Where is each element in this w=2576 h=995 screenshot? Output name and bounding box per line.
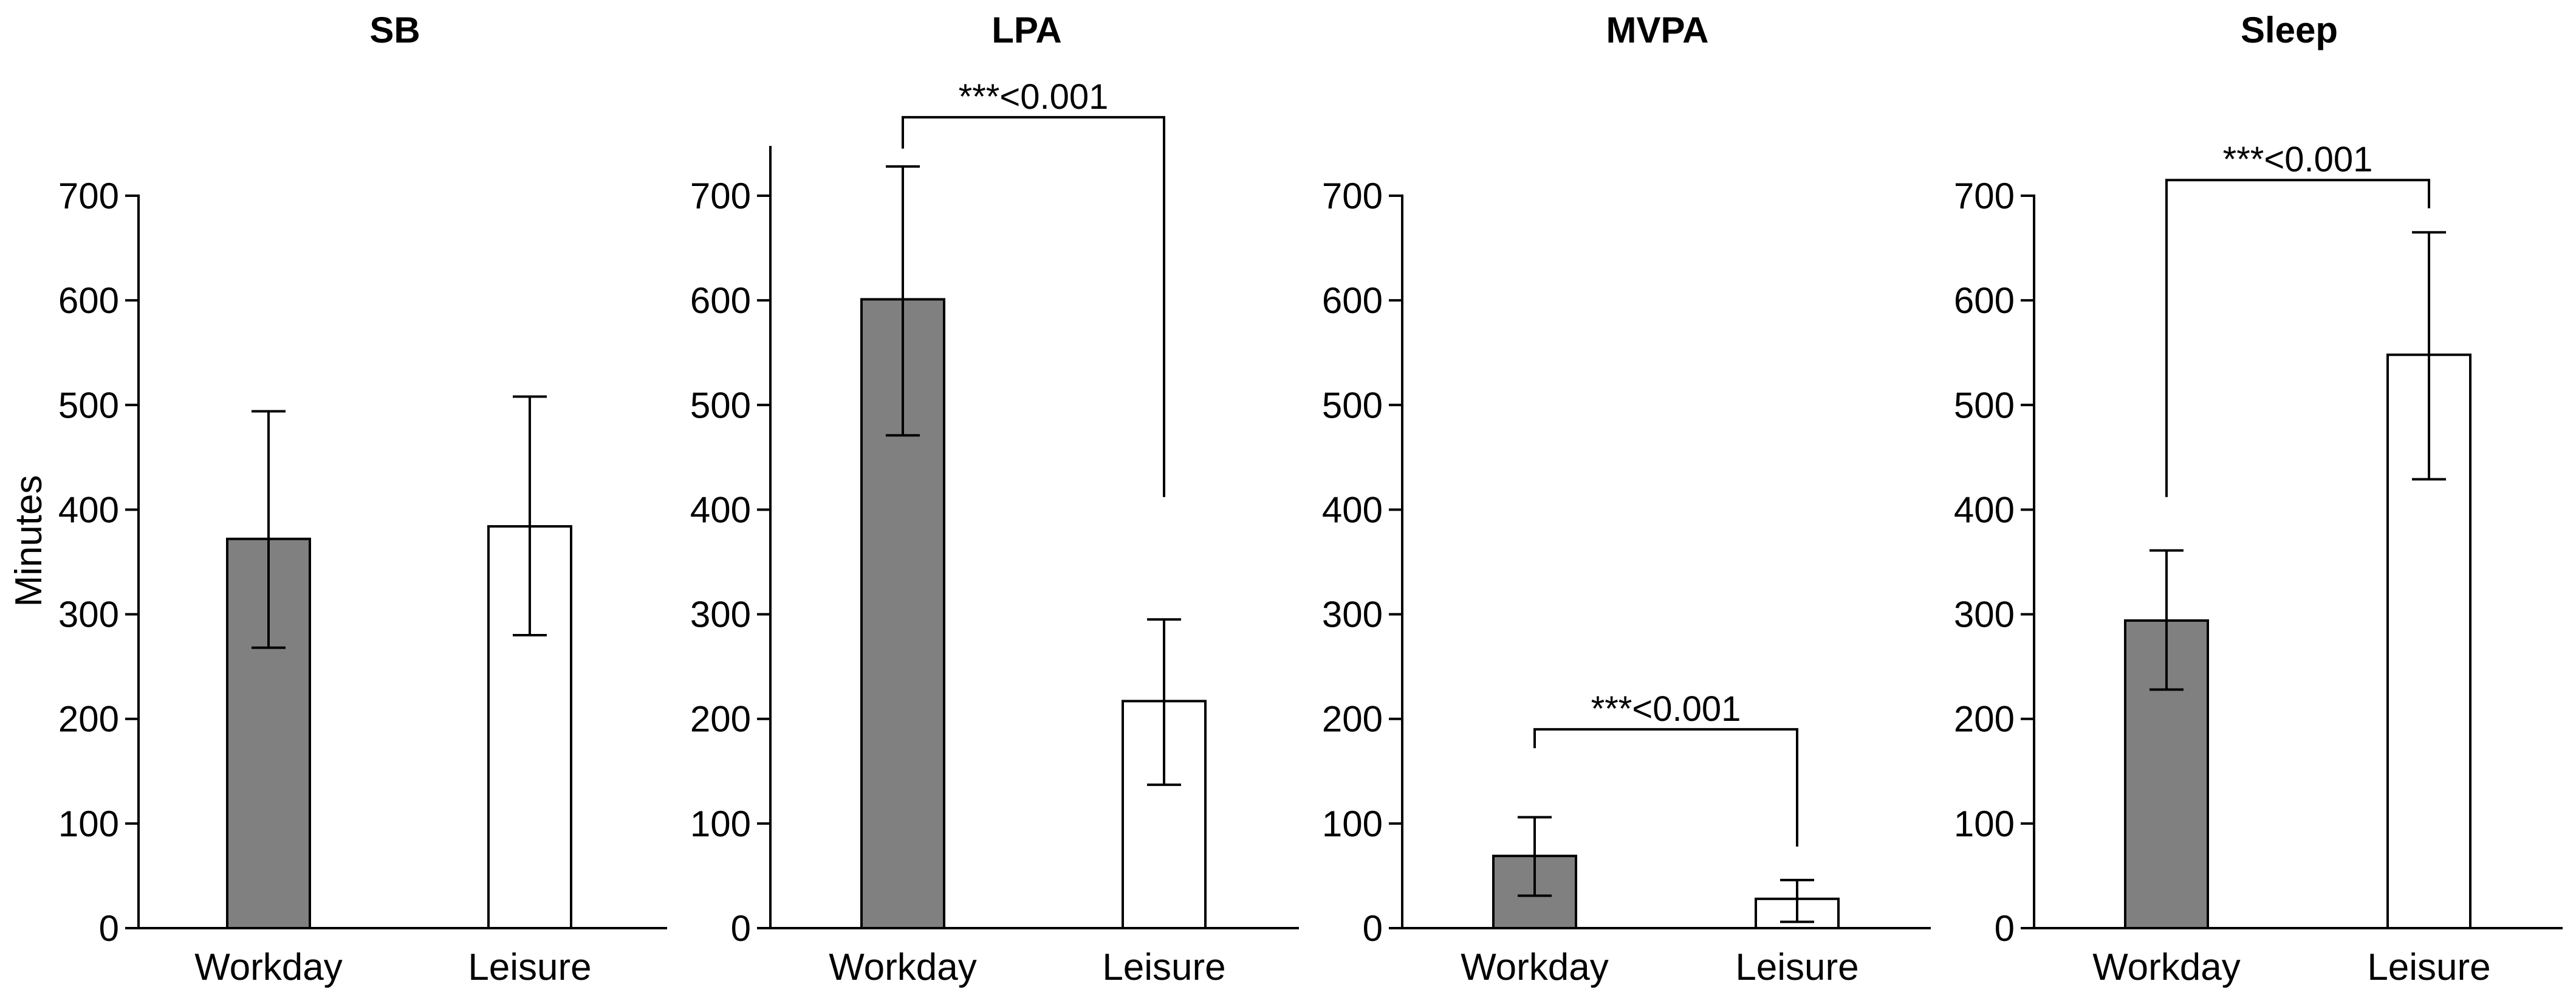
- x-category-label: Workday: [2092, 946, 2241, 988]
- significance-bracket: [902, 115, 1165, 497]
- significance-bracket: [1533, 728, 1798, 847]
- significance-label: ***<0.001: [1591, 689, 1741, 729]
- y-tick-label: 200: [690, 699, 751, 740]
- panel-title: LPA: [992, 10, 1062, 50]
- y-axis-label: Minutes: [8, 475, 50, 607]
- y-tick-label: 200: [1954, 699, 2015, 740]
- y-tick-label: 500: [1954, 385, 2015, 425]
- y-tick-label: 700: [690, 176, 751, 216]
- panel-title: SB: [369, 10, 420, 50]
- y-tick-label: 0: [1363, 908, 1383, 949]
- panel-sb: SB 0 100 200 300 400 500 600 700 Workday Leisure: [58, 10, 667, 988]
- panel-lpa: LPA 0 100 200 300 400 500 600 700 Workday Leisure *…: [690, 10, 1299, 988]
- y-tick-label: 400: [1322, 489, 1383, 530]
- y-tick-label: 600: [1954, 280, 2015, 321]
- significance-label: ***<0.001: [959, 77, 1109, 117]
- panel-title: Sleep: [2241, 10, 2338, 50]
- significance-bracket: [2165, 179, 2430, 497]
- y-tick-label: 700: [1322, 176, 1383, 216]
- x-category-label: Workday: [1461, 946, 1609, 988]
- y-tick-label: 100: [1322, 804, 1383, 844]
- y-tick-label: 600: [58, 280, 119, 321]
- y-tick-label: 300: [1954, 594, 2015, 635]
- y-tick-label: 500: [1322, 385, 1383, 425]
- y-tick-label: 400: [690, 489, 751, 530]
- x-category-label: Leisure: [2367, 946, 2490, 988]
- y-tick-label: 400: [1954, 489, 2015, 530]
- y-tick-label: 300: [690, 594, 751, 635]
- y-tick-label: 100: [1954, 804, 2015, 844]
- significance-label: ***<0.001: [2223, 140, 2373, 179]
- y-tick-label: 500: [58, 385, 119, 425]
- y-tick-label: 700: [1954, 176, 2015, 216]
- y-tick-label: 400: [58, 489, 119, 530]
- bar-workday: [860, 298, 945, 929]
- bar-leisure: [487, 525, 572, 929]
- x-category-label: Leisure: [1102, 946, 1225, 988]
- y-tick-label: 300: [1322, 594, 1383, 635]
- y-tick-label: 0: [1995, 908, 2015, 949]
- y-tick-label: 300: [58, 594, 119, 635]
- y-tick-label: 600: [690, 280, 751, 321]
- y-tick-label: 500: [690, 385, 751, 425]
- y-tick-label: 200: [58, 699, 119, 740]
- x-category-label: Workday: [829, 946, 977, 988]
- y-tick-label: 0: [731, 908, 751, 949]
- y-tick-label: 700: [58, 176, 119, 216]
- y-tick-label: 0: [99, 908, 119, 949]
- y-tick-label: 200: [1322, 699, 1383, 740]
- x-category-label: Leisure: [468, 946, 591, 988]
- panel-sleep: Sleep 0 100 200 300 400 500 600 700 Workday Leisur…: [1954, 10, 2563, 988]
- x-category-label: Workday: [194, 946, 343, 988]
- panel-title: MVPA: [1606, 10, 1709, 50]
- panel-mvpa: MVPA 0 100 200 300 400 500 600 700 Workday Leisure…: [1322, 10, 1931, 988]
- x-category-label: Leisure: [1735, 946, 1858, 988]
- y-tick-label: 600: [1322, 280, 1383, 321]
- y-tick-label: 100: [58, 804, 119, 844]
- y-tick-label: 100: [690, 804, 751, 844]
